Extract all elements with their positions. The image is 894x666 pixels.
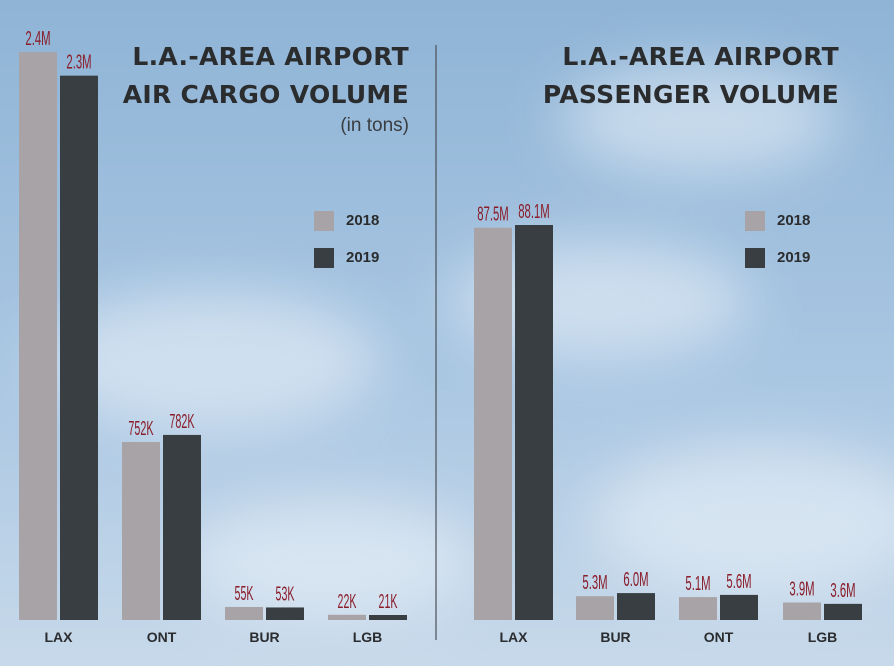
legend-label-2018: 2018	[346, 212, 380, 229]
passenger-chart-title: L.A.-AREA AIRPORT PASSENGER VOLUME	[480, 38, 839, 114]
passenger-title-line-1: L.A.-AREA AIRPORT	[562, 42, 839, 71]
passenger-bar-ont-2019	[720, 594, 758, 620]
passenger-chart-plot: 87.5M 88.1M LAX 5.3M 6.0M BUR 5.1M 5.6M ONT 3.9M 3…	[474, 201, 862, 645]
cargo-bar-ont-2019	[163, 434, 201, 620]
cargo-bar-lgb-2019	[369, 615, 407, 620]
legend-label-2018: 2018	[777, 212, 811, 229]
legend-swatch-2018	[745, 210, 765, 231]
cargo-bar-lax-2019	[60, 75, 98, 620]
cargo-category-label: BUR	[249, 629, 279, 645]
passenger-value-label: 6.0M	[623, 569, 648, 591]
cargo-bar-ont-2018	[122, 442, 160, 620]
passenger-bar-ont-2018	[679, 597, 717, 620]
passenger-value-label: 5.3M	[582, 572, 607, 594]
passenger-value-label: 5.1M	[685, 573, 710, 595]
legend-item-2019: 2019	[314, 239, 379, 276]
passenger-category-label: LGB	[808, 629, 838, 645]
legend-item-2018: 2018	[745, 202, 810, 239]
cargo-category-label: LGB	[353, 629, 383, 645]
legend-label-2019: 2019	[777, 249, 811, 266]
cargo-chart-title: L.A.-AREA AIRPORT AIR CARGO VOLUME (in t…	[60, 38, 409, 138]
passenger-bar-lgb-2019	[824, 603, 862, 620]
legend-item-2018: 2018	[314, 202, 379, 239]
passenger-category-label: ONT	[704, 629, 734, 645]
cargo-value-label: 752K	[128, 418, 154, 440]
legend-swatch-2019	[745, 247, 765, 268]
passenger-value-label: 3.9M	[789, 579, 814, 601]
cargo-value-label: 22K	[338, 591, 357, 613]
passenger-bar-lax-2019	[515, 225, 553, 620]
cargo-title-line-1: L.A.-AREA AIRPORT	[132, 42, 409, 71]
cargo-value-label: 21K	[379, 591, 398, 613]
passenger-category-label: LAX	[500, 629, 529, 645]
legend-label-2019: 2019	[346, 249, 380, 266]
legend-swatch-2019	[314, 247, 334, 268]
passenger-value-label: 87.5M	[477, 204, 509, 226]
legend-swatch-2018	[314, 210, 334, 231]
cargo-category-label: LAX	[45, 629, 74, 645]
passenger-category-label: BUR	[600, 629, 630, 645]
cargo-bar-bur-2019	[266, 607, 304, 620]
passenger-legend: 2018 2019	[745, 202, 810, 276]
cargo-bar-lgb-2018	[328, 614, 366, 620]
cargo-value-label: 782K	[169, 411, 195, 433]
cargo-category-label: ONT	[147, 629, 177, 645]
cargo-chart-plot: 2.4M 2.3M LAX 752K 782K ONT 55K 53K BUR 22K 21K LGB	[19, 28, 407, 645]
cargo-chart-subtitle: (in tons)	[340, 115, 409, 136]
cargo-legend: 2018 2019	[314, 202, 379, 276]
cargo-value-label: 2.3M	[66, 52, 91, 74]
cargo-value-label: 2.4M	[25, 28, 50, 50]
passenger-title-line-2: PASSENGER VOLUME	[542, 80, 839, 109]
cargo-value-label: 55K	[235, 583, 254, 605]
passenger-value-label: 88.1M	[518, 201, 550, 223]
passenger-bar-bur-2019	[617, 593, 655, 620]
passenger-bar-bur-2018	[576, 596, 614, 620]
cargo-title-line-2: AIR CARGO VOLUME	[122, 80, 409, 109]
passenger-value-label: 3.6M	[830, 580, 855, 602]
cargo-bar-lax-2018	[19, 52, 57, 620]
cargo-value-label: 53K	[276, 583, 295, 605]
cargo-bar-bur-2018	[225, 606, 263, 620]
passenger-value-label: 5.6M	[726, 571, 751, 593]
legend-item-2019: 2019	[745, 239, 810, 276]
passenger-bar-lax-2018	[474, 227, 512, 620]
passenger-bar-lgb-2018	[783, 602, 821, 620]
